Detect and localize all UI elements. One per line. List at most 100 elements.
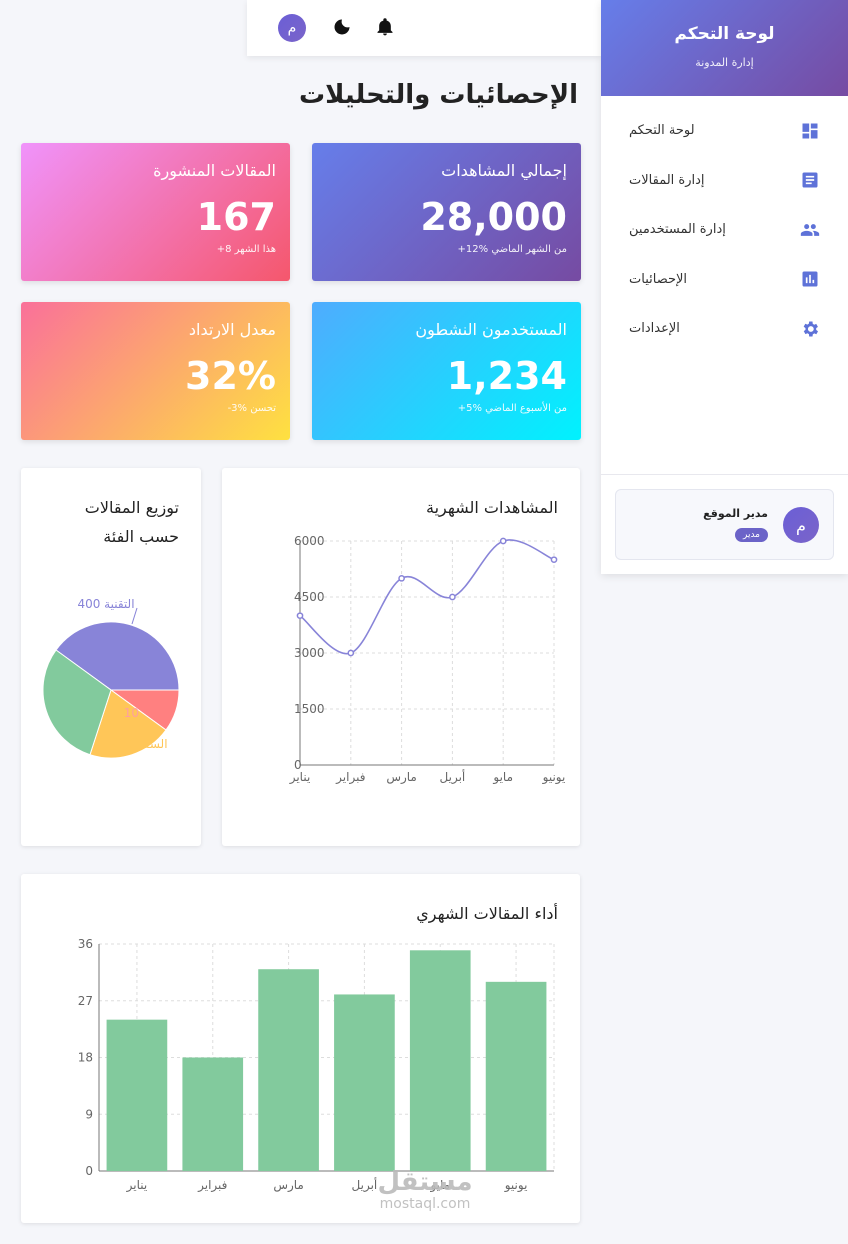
stat-card-published-articles: المقالات المنشورة 167 +8 هذا الشهر bbox=[21, 143, 290, 281]
x-tick-label: يناير bbox=[126, 1178, 148, 1193]
user-card[interactable]: م مدير الموقع مدير bbox=[615, 489, 834, 560]
category-distribution-panel: توزيع المقالات حسب الفئة التقنية 400 السف… bbox=[21, 468, 201, 846]
sidebar: لوحة التحكم إدارة المدونة لوحة التحكم إد… bbox=[601, 0, 848, 574]
x-tick-label: مايو bbox=[429, 1178, 450, 1193]
x-tick-label: مايو bbox=[492, 770, 513, 785]
watermark-main: مستقل bbox=[377, 1167, 473, 1197]
data-point bbox=[296, 612, 304, 620]
y-tick-label: 0 bbox=[294, 758, 302, 772]
stat-label: المستخدمون النشطون bbox=[415, 320, 567, 339]
pie-chart: التقنية 400 السفر 200 10 bbox=[42, 597, 180, 759]
user-role-badge: مدير bbox=[734, 528, 768, 542]
slice-label: 10 bbox=[124, 706, 139, 720]
x-tick-label: مارس bbox=[273, 1178, 304, 1193]
chart-title-line1: توزيع المقالات bbox=[84, 498, 179, 517]
sidebar-item-statistics[interactable]: الإحصائيات bbox=[601, 255, 848, 305]
x-tick-label: مارس bbox=[386, 770, 417, 785]
bar bbox=[334, 994, 395, 1171]
data-point bbox=[347, 649, 355, 657]
stat-card-active-users: المستخدمون النشطون 1,234 +5% من الأسبوع … bbox=[312, 302, 581, 440]
chart-title: توزيع المقالات حسب الفئة bbox=[85, 493, 179, 551]
stat-value: 32% bbox=[185, 354, 276, 398]
slice-label: التقنية 400 bbox=[77, 597, 134, 611]
stat-note: -3% تحسن bbox=[227, 403, 276, 414]
monthly-articles-panel: أداء المقالات الشهري 0 9 18 27 36 يناير فبراير… bbox=[21, 874, 580, 1223]
sidebar-subtitle: إدارة المدونة bbox=[695, 56, 754, 69]
article-icon bbox=[802, 172, 818, 188]
x-tick-label: يونيو bbox=[542, 770, 566, 785]
monthly-views-panel: المشاهدات الشهرية 0 1500 3000 4500 6000 يناير… bbox=[222, 468, 580, 846]
avatar: م bbox=[783, 507, 819, 543]
stat-note: +8 هذا الشهر bbox=[216, 244, 276, 255]
y-tick-label: 1500 bbox=[294, 702, 325, 716]
sidebar-item-label: الإعدادات bbox=[629, 321, 680, 337]
bar bbox=[409, 950, 471, 1171]
stat-note: +12% من الشهر الماضي bbox=[457, 244, 567, 255]
top-bar: م bbox=[247, 0, 601, 56]
sidebar-item-label: لوحة التحكم bbox=[629, 123, 695, 139]
data-point bbox=[449, 593, 456, 601]
y-tick-label: 0 bbox=[85, 1164, 93, 1178]
data-point bbox=[550, 556, 558, 564]
y-tick-label: 6000 bbox=[294, 534, 325, 548]
x-tick-label: يناير bbox=[289, 770, 311, 785]
y-tick-label: 4500 bbox=[294, 590, 325, 604]
y-tick-label: 27 bbox=[78, 994, 93, 1008]
bar bbox=[106, 1019, 168, 1171]
gear-icon bbox=[803, 321, 818, 337]
watermark: مستقل mostaql.com bbox=[370, 1168, 480, 1212]
sidebar-item-label: إدارة المستخدمين bbox=[629, 222, 726, 238]
stat-card-total-views: إجمالي المشاهدات 28,000 +12% من الشهر ال… bbox=[312, 143, 581, 281]
slice-label: السفر 200 bbox=[110, 737, 167, 752]
chart-title: المشاهدات الشهرية bbox=[426, 498, 558, 517]
sidebar-divider bbox=[601, 474, 848, 475]
pie-slice bbox=[89, 689, 167, 759]
stats-icon bbox=[802, 271, 818, 287]
x-tick-label: فبراير bbox=[197, 1178, 227, 1193]
y-tick-label: 9 bbox=[85, 1107, 93, 1121]
sidebar-item-label: الإحصائيات bbox=[629, 271, 688, 287]
bar-chart: 0 9 18 27 36 يناير فبراير مارس أبريل مايو يونيو bbox=[78, 937, 555, 1193]
pie-slice bbox=[55, 621, 180, 691]
x-tick-label: أبريل bbox=[440, 769, 466, 785]
sidebar-header: لوحة التحكم إدارة المدونة bbox=[601, 0, 848, 96]
stat-label: المقالات المنشورة bbox=[153, 161, 276, 180]
moon-icon[interactable] bbox=[332, 17, 352, 37]
line-chart: 0 1500 3000 4500 6000 يناير فبراير مارس أبريل ماي… bbox=[289, 534, 566, 785]
sidebar-item-settings[interactable]: الإعدادات bbox=[601, 304, 848, 354]
stat-card-bounce-rate: معدل الارتداد 32% -3% تحسن bbox=[21, 302, 290, 440]
stat-value: 28,000 bbox=[420, 195, 567, 239]
stat-note: +5% من الأسبوع الماضي bbox=[457, 403, 567, 414]
bar bbox=[182, 1057, 244, 1171]
sidebar-item-articles[interactable]: إدارة المقالات bbox=[601, 156, 848, 206]
y-tick-label: 3000 bbox=[294, 646, 325, 660]
sidebar-title: لوحة التحكم bbox=[674, 24, 775, 44]
sidebar-item-users[interactable]: إدارة المستخدمين bbox=[601, 205, 848, 255]
x-tick-label: فبراير bbox=[335, 770, 365, 785]
users-icon bbox=[800, 223, 820, 236]
stat-value: 1,234 bbox=[446, 354, 567, 398]
y-tick-label: 18 bbox=[78, 1051, 93, 1065]
sidebar-nav: لوحة التحكم إدارة المقالات إدارة المستخد… bbox=[601, 96, 848, 354]
x-tick-label: يونيو bbox=[504, 1178, 528, 1193]
bell-icon[interactable] bbox=[375, 17, 395, 37]
pie-slice bbox=[42, 649, 112, 756]
page-title: الإحصائيات والتحليلات bbox=[299, 80, 578, 110]
sidebar-item-dashboard[interactable]: لوحة التحكم bbox=[601, 106, 848, 156]
bar bbox=[485, 981, 547, 1171]
dashboard-icon bbox=[802, 123, 818, 139]
chart-title: أداء المقالات الشهري bbox=[416, 904, 558, 923]
stat-label: معدل الارتداد bbox=[188, 320, 276, 339]
stat-label: إجمالي المشاهدات bbox=[441, 161, 567, 180]
user-avatar[interactable]: م bbox=[278, 14, 306, 42]
y-tick-label: 36 bbox=[78, 937, 93, 951]
data-point bbox=[499, 537, 507, 545]
user-name: مدير الموقع bbox=[703, 507, 768, 520]
bar bbox=[258, 969, 319, 1171]
data-point bbox=[398, 574, 405, 582]
stat-value: 167 bbox=[196, 195, 276, 239]
sidebar-item-label: إدارة المقالات bbox=[629, 172, 705, 188]
watermark-sub: mostaql.com bbox=[379, 1196, 471, 1212]
label-leader bbox=[131, 607, 138, 625]
chart-title-line2: حسب الفئة bbox=[103, 527, 179, 546]
